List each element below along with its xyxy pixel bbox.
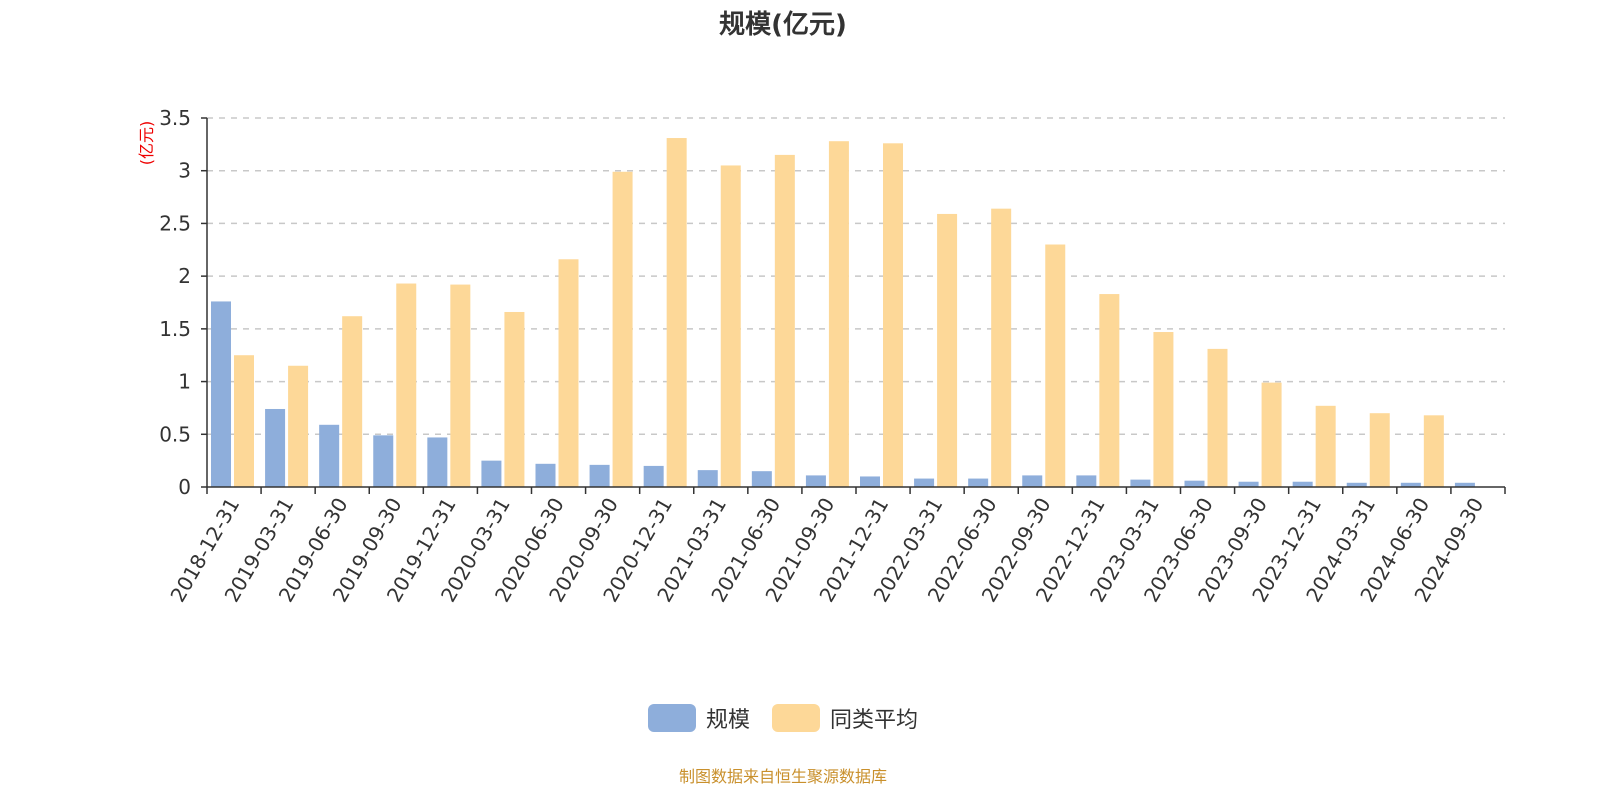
- bar-peer-average: [1261, 382, 1282, 487]
- legend-swatch: [772, 704, 820, 732]
- bar-scale: [373, 435, 394, 487]
- bar-peer-average: [612, 171, 633, 488]
- chart-title: 规模(亿元): [719, 10, 847, 40]
- bar-scale: [1076, 475, 1097, 487]
- bar-scale: [1238, 481, 1259, 487]
- source-note: 制图数据来自恒生聚源数据库: [678, 767, 887, 786]
- legend-label: 同类平均: [830, 708, 919, 733]
- y-tick-label: 0.5: [159, 422, 191, 446]
- y-tick-label: 1.5: [159, 317, 191, 341]
- x-tick-labels: 2018-12-312019-03-312019-06-302019-09-30…: [165, 494, 1488, 607]
- bar-scale: [1130, 479, 1151, 487]
- bar-peer-average: [234, 355, 254, 487]
- y-tick-labels: 0 0.5 1 1.5 2 2.5 3 3.5: [159, 106, 191, 499]
- bar-peer-average: [1315, 405, 1336, 487]
- legend-item-scale[interactable]: 规模: [647, 702, 750, 734]
- grid-lines: [207, 117, 1505, 436]
- y-tick-label: 2: [178, 264, 191, 288]
- bar-scale: [805, 475, 826, 487]
- bar-peer-average: [1207, 348, 1228, 487]
- bar-peer-average: [1153, 332, 1174, 487]
- bar-peer-average: [1369, 413, 1390, 487]
- bar-peer-average: [288, 365, 309, 487]
- bar-peer-average: [937, 213, 958, 487]
- bar-scale: [751, 471, 772, 487]
- bar-scale: [481, 460, 502, 487]
- bar-scale: [589, 464, 610, 487]
- bar-scale: [643, 465, 664, 487]
- bar-scale: [319, 424, 340, 487]
- bar-chart: 0 0.5 1 1.5 2 2.5 3 3.5 2018-12-312019-03-31201…: [137, 106, 1506, 607]
- bar-scale: [1292, 481, 1313, 487]
- bar-scale: [1022, 475, 1043, 487]
- y-tick-label: 2.5: [159, 211, 191, 235]
- bar-peer-average: [720, 165, 741, 487]
- bar-scale: [1184, 480, 1205, 487]
- bar-peer-average: [342, 316, 363, 487]
- bar-peer-average: [883, 143, 903, 487]
- bar-scale: [968, 478, 989, 487]
- bar-peer-average: [1099, 294, 1120, 487]
- y-axis-label: (亿元): [137, 121, 156, 166]
- bar-peer-average: [774, 154, 795, 487]
- y-tick-label: 3.5: [159, 106, 191, 130]
- legend-item-peer-average[interactable]: 同类平均: [772, 702, 918, 734]
- y-tick-label: 3: [178, 159, 191, 183]
- bar-scale: [697, 470, 718, 487]
- bar-peer-average: [396, 283, 417, 487]
- bars: [211, 138, 1475, 488]
- bar-peer-average: [1045, 244, 1066, 487]
- bar-peer-average: [828, 141, 849, 488]
- bar-scale: [535, 463, 556, 487]
- y-tick-label: 0: [178, 475, 191, 499]
- y-tick-label: 1: [178, 370, 191, 394]
- legend-label: 规模: [705, 708, 750, 733]
- bar-scale: [1454, 482, 1475, 487]
- legend-swatch: [647, 704, 696, 732]
- bar-scale: [914, 478, 935, 487]
- bar-peer-average: [666, 138, 687, 487]
- bar-peer-average: [558, 259, 579, 487]
- bar-scale: [860, 476, 880, 487]
- bar-peer-average: [504, 311, 525, 487]
- bar-peer-average: [450, 284, 471, 487]
- bar-peer-average: [991, 208, 1012, 487]
- bar-scale: [1400, 482, 1421, 487]
- axes: [201, 117, 1506, 494]
- bar-scale: [265, 408, 286, 487]
- bar-scale: [211, 301, 231, 487]
- bar-peer-average: [1423, 415, 1444, 487]
- legend: 规模 同类平均: [0, 702, 1566, 734]
- bar-scale: [427, 437, 448, 487]
- bar-scale: [1346, 482, 1367, 487]
